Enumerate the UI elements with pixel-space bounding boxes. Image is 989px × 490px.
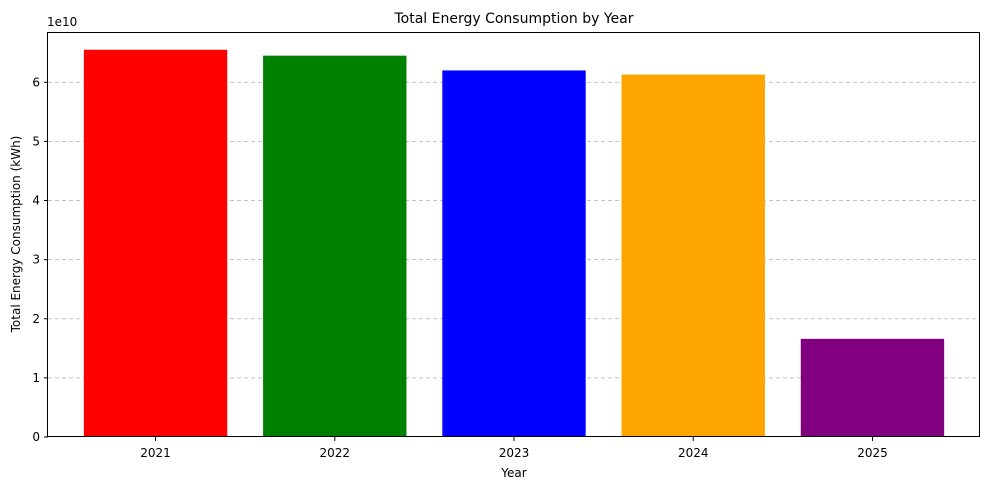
x-tick-label: 2021 bbox=[140, 446, 171, 460]
bar-2021 bbox=[83, 49, 228, 438]
x-tick-label: 2022 bbox=[319, 446, 350, 460]
y-tick-label: 2 bbox=[32, 312, 40, 326]
y-axis-ticks: 0 1 2 3 4 5 6 bbox=[32, 75, 48, 444]
x-tick-label: 2024 bbox=[678, 446, 709, 460]
bars bbox=[83, 49, 945, 438]
bar-2022 bbox=[263, 55, 407, 438]
x-tick-label: 2025 bbox=[857, 446, 888, 460]
chart-title: Total Energy Consumption by Year bbox=[393, 11, 633, 27]
y-axis-title: Total Energy Consumption (kWh) bbox=[9, 136, 23, 334]
bar-2024 bbox=[621, 74, 765, 438]
bar-2025 bbox=[800, 338, 945, 437]
x-axis-ticks: 2021 2022 2023 2024 2025 bbox=[140, 437, 888, 460]
y-tick-label: 1 bbox=[32, 371, 40, 385]
y-axis-offset-label: 1e10 bbox=[47, 15, 77, 29]
y-tick-label: 4 bbox=[32, 194, 40, 208]
plot-frame bbox=[47, 32, 980, 437]
y-tick-label: 6 bbox=[32, 75, 40, 89]
y-tick-label: 5 bbox=[32, 134, 40, 148]
x-tick-label: 2023 bbox=[499, 446, 530, 460]
bar-2023 bbox=[442, 70, 586, 437]
x-axis-title: Year bbox=[500, 466, 526, 480]
y-tick-label: 3 bbox=[32, 253, 40, 267]
y-tick-label: 0 bbox=[32, 430, 40, 444]
